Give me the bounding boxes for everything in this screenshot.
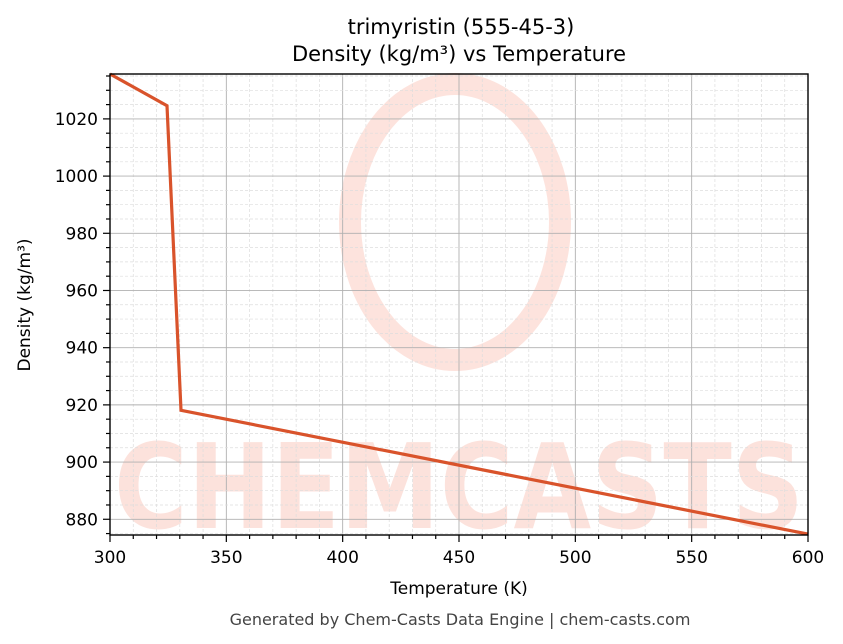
chart-title-line2: Density (kg/m³) vs Temperature (292, 42, 626, 66)
x-axis-label: Temperature (K) (389, 579, 528, 599)
footer-credit: Generated by Chem-Casts Data Engine | ch… (230, 610, 691, 629)
x-tick-label: 600 (792, 548, 824, 568)
y-tick-label: 920 (66, 396, 98, 416)
y-tick-label: 900 (66, 453, 98, 473)
axis-ticks: 300 350 400 450 500 550 600 880 900 920 940 960 980 1… (55, 75, 824, 568)
y-tick-label: 1020 (55, 110, 98, 130)
x-tick-label: 500 (559, 548, 591, 568)
y-tick-label: 1000 (55, 167, 98, 187)
y-tick-label: 960 (66, 281, 98, 301)
chart-title-line1: trimyristin (555-45-3) (348, 15, 575, 39)
x-tick-label: 550 (675, 548, 707, 568)
density-line (109, 72, 809, 536)
y-tick-label: 940 (66, 339, 98, 359)
x-tick-label: 400 (326, 548, 358, 568)
x-tick-label: 350 (210, 548, 242, 568)
x-tick-label: 300 (94, 548, 126, 568)
y-tick-label: 980 (66, 224, 98, 244)
y-axis-label: Density (kg/m³) (15, 238, 35, 371)
y-tick-label: 880 (66, 510, 98, 530)
watermark-circle-icon (339, 73, 571, 371)
x-tick-label: 450 (443, 548, 475, 568)
